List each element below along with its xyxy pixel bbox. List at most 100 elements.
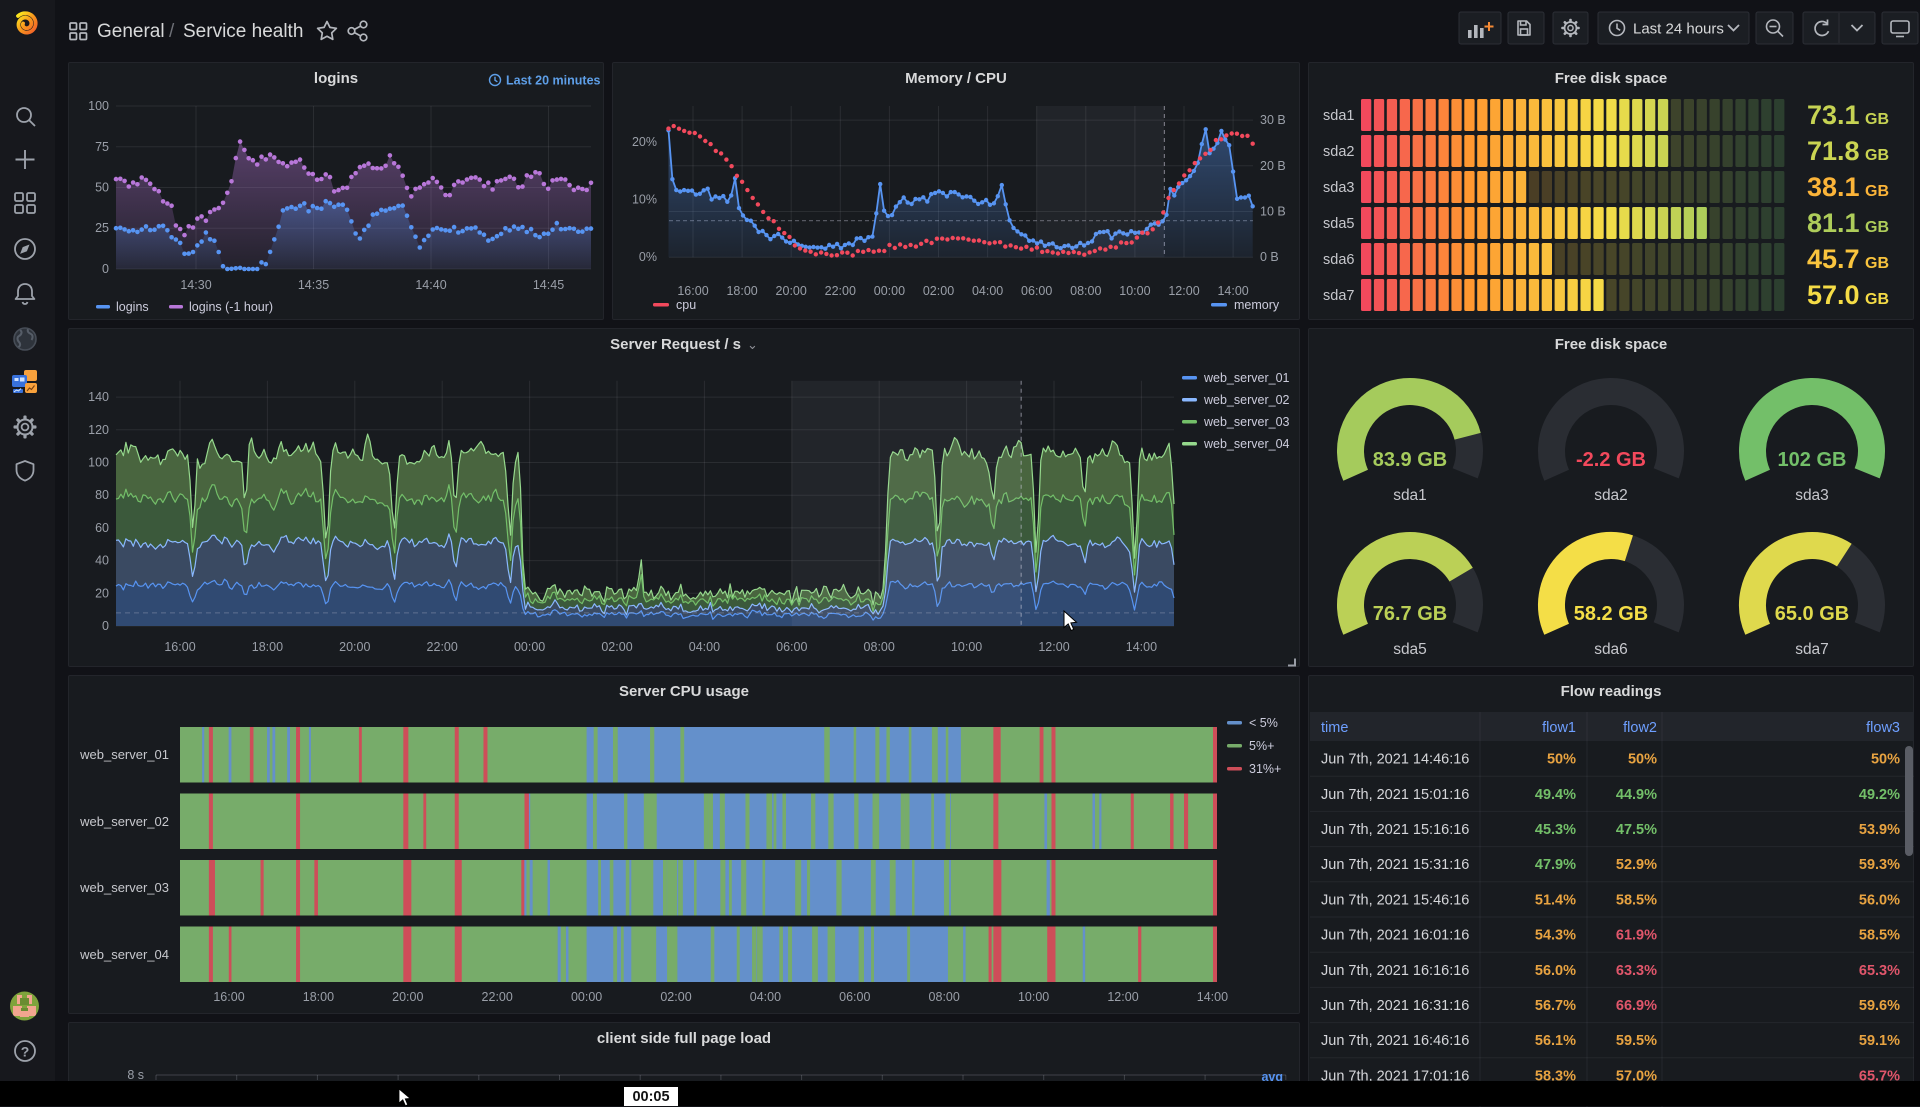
svg-text:sda3: sda3 (1323, 180, 1354, 196)
svg-text:18:00: 18:00 (303, 990, 334, 1004)
svg-text:10 B: 10 B (1260, 205, 1286, 219)
svg-text:25: 25 (95, 221, 109, 235)
svg-text:Service health: Service health (183, 21, 303, 42)
svg-text:140: 140 (88, 390, 109, 404)
svg-text:10%: 10% (632, 193, 657, 207)
svg-text:14:00: 14:00 (1126, 640, 1157, 654)
svg-text:Jun 7th, 2021 16:46:16: Jun 7th, 2021 16:46:16 (1321, 1033, 1469, 1049)
svg-text:?: ? (21, 1044, 30, 1060)
svg-text:50: 50 (95, 181, 109, 195)
svg-text:sda7: sda7 (1795, 641, 1829, 658)
svg-text:52.9%: 52.9% (1616, 857, 1657, 873)
svg-text:00:00: 00:00 (874, 284, 905, 298)
svg-text:flow1: flow1 (1542, 720, 1576, 736)
svg-text:06:00: 06:00 (776, 640, 807, 654)
svg-text:sda7: sda7 (1323, 288, 1354, 304)
svg-text:20%: 20% (632, 135, 657, 149)
svg-text:web_server_02: web_server_02 (1203, 393, 1290, 407)
svg-text:47.5%: 47.5% (1616, 822, 1657, 838)
svg-text:58.3%: 58.3% (1535, 1068, 1576, 1084)
svg-text:Jun 7th, 2021 15:31:16: Jun 7th, 2021 15:31:16 (1321, 857, 1469, 873)
svg-text:08:00: 08:00 (1070, 284, 1101, 298)
svg-text:14:00: 14:00 (1197, 990, 1228, 1004)
svg-text:04:00: 04:00 (750, 990, 781, 1004)
svg-text:sda1: sda1 (1323, 108, 1354, 124)
svg-text:22:00: 22:00 (427, 640, 458, 654)
svg-text:flow3: flow3 (1866, 720, 1900, 736)
svg-text:14:35: 14:35 (298, 278, 329, 292)
svg-text:100: 100 (88, 456, 109, 470)
svg-text:47.9%: 47.9% (1535, 857, 1576, 873)
svg-text:10:00: 10:00 (951, 640, 982, 654)
svg-text:GB: GB (1865, 147, 1889, 164)
svg-text:00:00: 00:00 (571, 990, 602, 1004)
svg-text:51.4%: 51.4% (1535, 892, 1576, 908)
svg-text:50%: 50% (1547, 752, 1576, 768)
svg-text:63.3%: 63.3% (1616, 963, 1657, 979)
svg-text:sda6: sda6 (1594, 641, 1628, 658)
svg-text:65.7%: 65.7% (1859, 1068, 1900, 1084)
svg-text:20: 20 (95, 586, 109, 600)
svg-text:10:00: 10:00 (1018, 990, 1049, 1004)
svg-text:12:00: 12:00 (1168, 284, 1199, 298)
svg-text:60: 60 (95, 521, 109, 535)
svg-text:59.3%: 59.3% (1859, 857, 1900, 873)
svg-text:0: 0 (102, 619, 109, 633)
svg-text:40: 40 (95, 554, 109, 568)
svg-text:14:45: 14:45 (533, 278, 564, 292)
svg-text:16:00: 16:00 (164, 640, 195, 654)
svg-text:0%: 0% (639, 250, 657, 264)
svg-text:59.1%: 59.1% (1859, 1033, 1900, 1049)
svg-text:50%: 50% (1871, 752, 1900, 768)
svg-text:web_server_01: web_server_01 (1203, 371, 1290, 385)
svg-text:49.4%: 49.4% (1535, 787, 1576, 803)
svg-text:02:00: 02:00 (601, 640, 632, 654)
svg-text:76.7 GB: 76.7 GB (1373, 603, 1447, 625)
svg-text:58.2 GB: 58.2 GB (1574, 603, 1648, 625)
svg-text:8 s: 8 s (127, 1068, 144, 1082)
svg-text:44.9%: 44.9% (1616, 787, 1657, 803)
svg-text:logins (-1 hour): logins (-1 hour) (189, 300, 273, 314)
svg-text:38.1: 38.1 (1807, 172, 1860, 202)
svg-text:web_server_03: web_server_03 (79, 880, 169, 895)
svg-text:02:00: 02:00 (660, 990, 691, 1004)
svg-text:04:00: 04:00 (972, 284, 1003, 298)
svg-text:GB: GB (1865, 291, 1889, 308)
svg-text:GB: GB (1865, 111, 1889, 128)
svg-text:83.9 GB: 83.9 GB (1373, 449, 1447, 471)
svg-text:< 5%: < 5% (1249, 716, 1278, 730)
svg-text:06:00: 06:00 (1021, 284, 1052, 298)
svg-text:12:00: 12:00 (1038, 640, 1069, 654)
svg-text:08:00: 08:00 (864, 640, 895, 654)
svg-text:65.3%: 65.3% (1859, 963, 1900, 979)
svg-text:Jun 7th, 2021 16:01:16: Jun 7th, 2021 16:01:16 (1321, 928, 1469, 944)
svg-text:14:40: 14:40 (415, 278, 446, 292)
svg-text:65.0 GB: 65.0 GB (1775, 603, 1849, 625)
svg-text:71.8: 71.8 (1807, 136, 1860, 166)
svg-text:/: / (169, 21, 175, 42)
svg-text:Jun 7th, 2021 16:31:16: Jun 7th, 2021 16:31:16 (1321, 998, 1469, 1014)
svg-text:45.7: 45.7 (1807, 244, 1860, 274)
svg-text:14:00: 14:00 (1217, 284, 1248, 298)
svg-text:00:00: 00:00 (514, 640, 545, 654)
svg-text:02:00: 02:00 (923, 284, 954, 298)
svg-text:102 GB: 102 GB (1778, 449, 1847, 471)
svg-text:16:00: 16:00 (213, 990, 244, 1004)
svg-text:sda2: sda2 (1594, 487, 1628, 504)
svg-text:0: 0 (102, 262, 109, 276)
svg-text:logins: logins (116, 300, 149, 314)
svg-text:sda6: sda6 (1323, 252, 1354, 268)
svg-text:flow2: flow2 (1623, 720, 1657, 736)
svg-text:Jun 7th, 2021 16:16:16: Jun 7th, 2021 16:16:16 (1321, 963, 1469, 979)
svg-text:Jun 7th, 2021 15:46:16: Jun 7th, 2021 15:46:16 (1321, 892, 1469, 908)
svg-text:53.9%: 53.9% (1859, 822, 1900, 838)
svg-text:58.5%: 58.5% (1859, 928, 1900, 944)
svg-text:GB: GB (1865, 219, 1889, 236)
svg-text:04:00: 04:00 (689, 640, 720, 654)
svg-text:20 B: 20 B (1260, 159, 1286, 173)
svg-text:-2.2 GB: -2.2 GB (1576, 449, 1646, 471)
svg-text:Last 24 hours: Last 24 hours (1633, 21, 1724, 38)
svg-text:General: General (97, 21, 165, 42)
svg-text:54.3%: 54.3% (1535, 928, 1576, 944)
svg-text:59.6%: 59.6% (1859, 998, 1900, 1014)
